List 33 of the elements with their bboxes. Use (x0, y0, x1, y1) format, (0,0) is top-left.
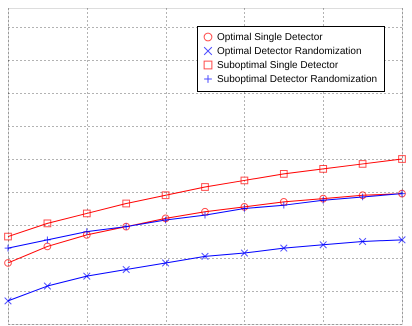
point (82, 210, 91, 218)
point (82, 231, 91, 239)
point (201, 252, 209, 260)
point (398, 236, 406, 244)
point (82, 272, 91, 280)
point (280, 201, 288, 210)
point (44, 282, 52, 290)
point (122, 200, 130, 208)
legend-label: Optimal Single Detector (217, 32, 324, 43)
point (280, 170, 288, 178)
point (358, 160, 366, 168)
point (4, 232, 12, 240)
point (240, 249, 248, 257)
point (280, 244, 288, 252)
point (240, 176, 248, 184)
point (44, 242, 52, 250)
point (358, 238, 366, 246)
point (122, 266, 130, 274)
point (319, 240, 328, 249)
point (4, 259, 12, 267)
point (319, 165, 328, 173)
point (44, 219, 52, 228)
legend-label: Optimal Detector Randomization (217, 46, 362, 57)
point (201, 183, 209, 191)
point (398, 155, 406, 163)
point (201, 208, 209, 216)
point (162, 191, 170, 200)
point (4, 297, 12, 305)
legend-label: Suboptimal Detector Randomization (217, 74, 378, 85)
point (162, 259, 170, 267)
point (280, 198, 288, 206)
legend-label: Suboptimal Single Detector (217, 60, 339, 71)
point (82, 228, 91, 236)
